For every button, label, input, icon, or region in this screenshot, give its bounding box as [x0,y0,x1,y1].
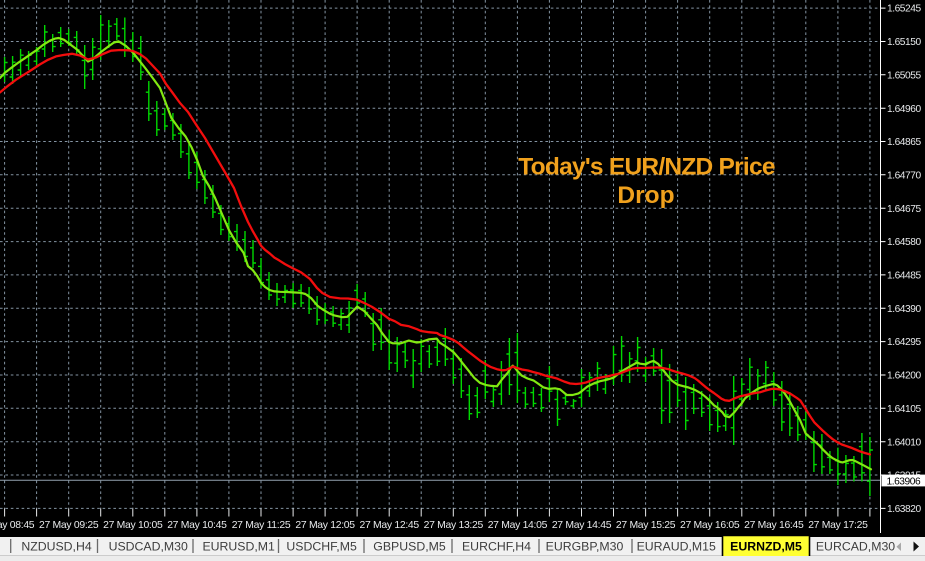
svg-text:27 May 11:25: 27 May 11:25 [232,520,291,531]
svg-text:1.64485: 1.64485 [887,271,921,282]
svg-text:27 May 16:45: 27 May 16:45 [744,520,804,531]
svg-text:1.64960: 1.64960 [887,104,921,115]
svg-text:27 May 13:25: 27 May 13:25 [424,520,484,531]
svg-text:27 May 17:25: 27 May 17:25 [808,520,868,531]
svg-text:27 May 10:45: 27 May 10:45 [167,520,227,531]
svg-text:EURGBP,M30: EURGBP,M30 [546,540,624,554]
svg-text:1.64105: 1.64105 [887,404,921,415]
svg-text:1.64580: 1.64580 [887,237,921,248]
svg-text:USDCHF,M5: USDCHF,M5 [286,540,357,554]
svg-text:1.65245: 1.65245 [887,4,921,15]
svg-text:1.64865: 1.64865 [887,137,921,148]
svg-text:1.63906: 1.63906 [887,476,921,487]
svg-text:27 May 08:45: 27 May 08:45 [0,520,35,531]
svg-text:NZDUSD,H4: NZDUSD,H4 [21,540,92,554]
svg-text:EURCHF,H4: EURCHF,H4 [462,540,531,554]
svg-text:1.64390: 1.64390 [887,304,921,315]
svg-text:EURCAD,M30: EURCAD,M30 [816,540,895,554]
svg-text:EURNZD,M5: EURNZD,M5 [730,540,802,554]
svg-text:1.64295: 1.64295 [887,337,921,348]
svg-text:1.65055: 1.65055 [887,70,921,81]
svg-text:1.64770: 1.64770 [887,170,921,181]
svg-text:EURUSD,M1: EURUSD,M1 [202,540,275,554]
svg-text:1.64675: 1.64675 [887,204,921,215]
svg-text:EURAUD,M15: EURAUD,M15 [637,540,716,554]
svg-text:27 May 14:05: 27 May 14:05 [488,520,548,531]
svg-text:1.63820: 1.63820 [887,504,921,515]
svg-text:27 May 14:45: 27 May 14:45 [552,520,612,531]
svg-text:27 May 15:25: 27 May 15:25 [616,520,676,531]
svg-text:GBPUSD,M5: GBPUSD,M5 [373,540,446,554]
svg-text:Drop: Drop [617,182,674,209]
svg-text:Today's EUR/NZD Price: Today's EUR/NZD Price [518,154,775,181]
svg-text:27 May 12:45: 27 May 12:45 [360,520,420,531]
svg-text:27 May 10:05: 27 May 10:05 [103,520,163,531]
svg-text:27 May 12:05: 27 May 12:05 [295,520,355,531]
svg-text:1.64200: 1.64200 [887,371,921,382]
svg-text:27 May 09:25: 27 May 09:25 [39,520,99,531]
svg-text:27 May 16:05: 27 May 16:05 [680,520,740,531]
svg-text:1.65150: 1.65150 [887,37,921,48]
svg-text:USDCAD,M30: USDCAD,M30 [109,540,188,554]
svg-text:1.64010: 1.64010 [887,437,921,448]
